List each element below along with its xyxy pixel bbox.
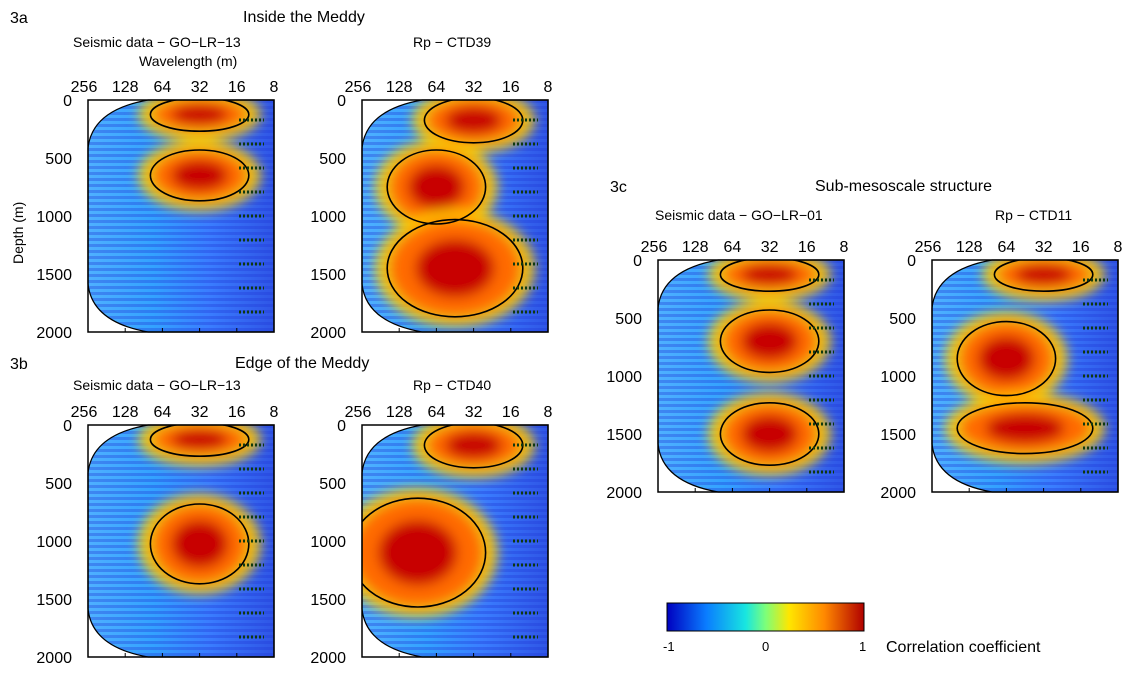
colorbar-tick-mid: 0 xyxy=(762,639,770,654)
y-tick-label: 500 xyxy=(615,311,642,328)
heatmap-3b-seismic: 256 128 64 32 16 8 0 500 1000 1500 2000 xyxy=(22,395,280,695)
y-tick-label: 1500 xyxy=(880,427,916,444)
y-tick-label: 1500 xyxy=(36,592,72,609)
panel-label-3b: 3b xyxy=(10,356,28,373)
x-tick-label: 32 xyxy=(761,239,779,256)
subplot-title-3b-left: Seismic data − GO−LR−13 xyxy=(73,377,241,393)
colorbar-tick-max: 1 xyxy=(859,639,867,654)
x-tick-label: 256 xyxy=(345,79,372,96)
x-tick-label: 128 xyxy=(112,79,139,96)
y-tick-label: 1500 xyxy=(310,592,346,609)
y-tick-label: 0 xyxy=(337,93,346,110)
x-tick-label: 128 xyxy=(682,239,709,256)
x-tick-label: 256 xyxy=(915,239,942,256)
x-tick-label: 32 xyxy=(465,404,483,421)
x-tick-label: 8 xyxy=(840,239,849,256)
y-tick-label: 1500 xyxy=(310,267,346,284)
y-tick-label: 1000 xyxy=(310,534,346,551)
y-tick-label: 2000 xyxy=(310,650,346,667)
colorbar-tick-min: -1 xyxy=(663,639,675,654)
heatmap-3b-rp: 256 128 64 32 16 8 0 500 1000 1500 2000 xyxy=(296,395,554,695)
x-tick-label: 32 xyxy=(465,79,483,96)
y-tick-label: 0 xyxy=(907,253,916,270)
y-tick-label: 0 xyxy=(63,93,72,110)
y-tick-label: 500 xyxy=(319,151,346,168)
subplot-title-3c-right: Rp − CTD11 xyxy=(995,207,1073,223)
y-tick-label: 1000 xyxy=(880,369,916,386)
y-tick-label: 500 xyxy=(45,476,72,493)
panel-title-3c: Sub-mesoscale structure xyxy=(815,178,992,195)
x-tick-label: 128 xyxy=(386,404,413,421)
x-tick-label: 16 xyxy=(1072,239,1090,256)
x-tick-label: 256 xyxy=(641,239,668,256)
x-tick-label: 8 xyxy=(544,79,553,96)
x-tick-label: 32 xyxy=(191,79,209,96)
y-tick-label: 0 xyxy=(337,418,346,435)
y-tick-label: 2000 xyxy=(36,325,72,342)
x-tick-label: 256 xyxy=(345,404,372,421)
x-tick-label: 16 xyxy=(502,404,520,421)
y-tick-label: 1000 xyxy=(606,369,642,386)
subplot-title-3c-left: Seismic data − GO−LR−01 xyxy=(655,207,823,223)
y-tick-label: 1500 xyxy=(36,267,72,284)
x-tick-label: 256 xyxy=(71,79,98,96)
y-tick-label: 1000 xyxy=(310,209,346,226)
y-tick-label: 0 xyxy=(633,253,642,270)
y-tick-label: 2000 xyxy=(880,485,916,502)
x-tick-label: 8 xyxy=(1114,239,1123,256)
x-tick-label: 256 xyxy=(71,404,98,421)
x-tick-label: 64 xyxy=(428,79,446,96)
x-tick-label: 64 xyxy=(154,404,172,421)
x-tick-label: 16 xyxy=(228,404,246,421)
x-tick-label: 128 xyxy=(112,404,139,421)
y-tick-label: 1000 xyxy=(36,534,72,551)
colorbar-label: Correlation coefficient xyxy=(886,639,1041,656)
x-tick-label: 64 xyxy=(154,79,172,96)
x-tick-label: 8 xyxy=(270,404,279,421)
y-tick-label: 1000 xyxy=(36,209,72,226)
x-tick-label: 16 xyxy=(798,239,816,256)
y-tick-label: 2000 xyxy=(310,325,346,342)
x-tick-label: 8 xyxy=(270,79,279,96)
y-tick-label: 500 xyxy=(889,311,916,328)
panel-title-3a: Inside the Meddy xyxy=(243,9,365,26)
subplot-title-3a-right: Rp − CTD39 xyxy=(413,34,492,50)
subplot-title-3b-right: Rp − CTD40 xyxy=(413,377,492,393)
panel-label-3c: 3c xyxy=(610,179,627,196)
y-tick-label: 0 xyxy=(63,418,72,435)
heatmap-3a-seismic: 256 128 64 32 16 8 0 500 1000 1500 2000 xyxy=(22,70,280,370)
panel-title-3b: Edge of the Meddy xyxy=(235,355,370,372)
x-tick-label: 128 xyxy=(386,79,413,96)
x-tick-label: 32 xyxy=(191,404,209,421)
x-tick-label: 128 xyxy=(956,239,983,256)
heatmap-3c-seismic: 256 128 64 32 16 8 0 500 1000 1500 2000 xyxy=(592,230,850,530)
x-tick-label: 32 xyxy=(1035,239,1053,256)
panel-label-3a: 3a xyxy=(10,10,28,27)
x-tick-label: 16 xyxy=(228,79,246,96)
colorbar xyxy=(660,600,880,640)
x-tick-label: 64 xyxy=(428,404,446,421)
x-tick-label: 64 xyxy=(724,239,742,256)
y-tick-label: 2000 xyxy=(36,650,72,667)
x-tick-label: 64 xyxy=(998,239,1016,256)
y-tick-label: 500 xyxy=(45,151,72,168)
heatmap-3a-rp: 256 128 64 32 16 8 0 500 1000 1500 2000 xyxy=(296,70,554,370)
y-tick-label: 2000 xyxy=(606,485,642,502)
x-tick-label: 16 xyxy=(502,79,520,96)
subplot-title-3a-left: Seismic data − GO−LR−13 xyxy=(73,34,241,50)
x-tick-label: 8 xyxy=(544,404,553,421)
heatmap-3c-rp: 256 128 64 32 16 8 0 500 1000 1500 2000 xyxy=(866,230,1124,530)
y-tick-label: 1500 xyxy=(606,427,642,444)
x-axis-label: Wavelength (m) xyxy=(139,53,238,69)
y-tick-label: 500 xyxy=(319,476,346,493)
